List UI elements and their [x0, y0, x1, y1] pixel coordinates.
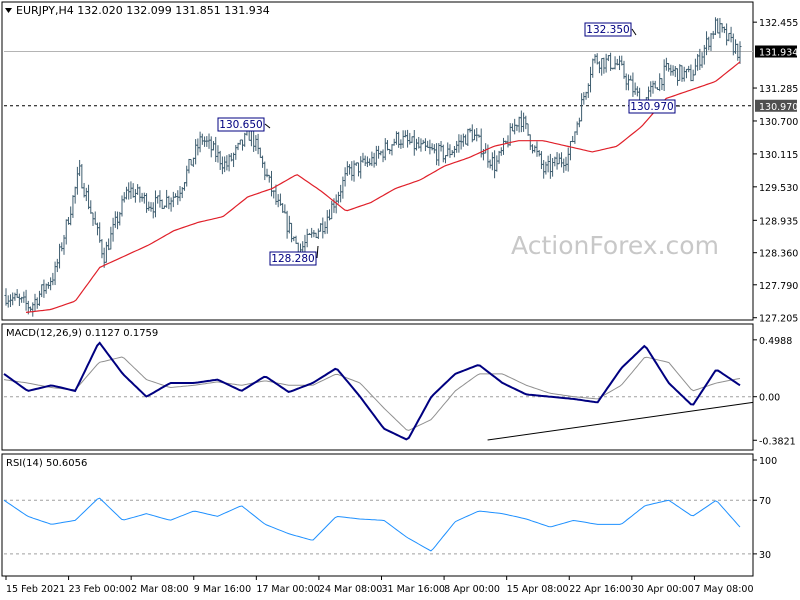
- rsi-label: RSI(14) 50.6056: [6, 458, 87, 469]
- annotation-label: 132.350: [586, 24, 629, 36]
- rsi-ytick-label: 100: [759, 456, 777, 467]
- price-ytick-label: 129.530: [759, 183, 798, 194]
- price-ytick-label: 130.115: [759, 150, 798, 161]
- rsi-ytick-label: 30: [759, 550, 771, 561]
- annotation-box: [628, 99, 676, 114]
- annotation-box: [217, 117, 265, 132]
- moving-average-line: [25, 61, 741, 313]
- price-annotation: 130.650: [217, 117, 271, 132]
- rsi-ytick-label: 70: [759, 496, 771, 507]
- price-ytick-label: 130.700: [759, 117, 798, 128]
- macd-ytick-label: 0.00: [759, 393, 780, 404]
- current-price-tag: [755, 45, 797, 58]
- macd-panel: [1, 323, 754, 451]
- annotation-leader-line: [631, 28, 637, 36]
- macd-ytick-label: 0.4988: [759, 336, 792, 347]
- price-bar: [738, 41, 742, 64]
- price-annotation: 130.970: [628, 99, 680, 114]
- annotation-label: 128.280: [271, 253, 314, 265]
- time-tick-label: 17 Mar 00:00: [256, 584, 319, 595]
- macd-signal-line: [3, 356, 741, 431]
- level-price-tag: [755, 99, 797, 112]
- price-ytick-label: 132.455: [759, 18, 798, 29]
- macd-ytick-label: -0.3821: [759, 436, 796, 447]
- annotation-leader-line: [264, 123, 271, 129]
- price-panel: [1, 1, 754, 321]
- time-tick-label: 15 Feb 2021: [6, 584, 65, 595]
- annotation-box: [584, 22, 632, 37]
- macd-trendline: [487, 401, 754, 441]
- price-annotation: 132.350: [584, 22, 637, 37]
- macd-layer: [3, 341, 754, 441]
- time-tick-label: 7 May 08:00: [694, 584, 753, 595]
- watermark-text: ActionForex.com: [511, 231, 719, 260]
- time-tick-label: 15 Apr 08:00: [507, 584, 569, 595]
- annotation-label: 130.970: [630, 101, 673, 113]
- time-tick-label: 9 Mar 16:00: [194, 584, 251, 595]
- price-ytick-label: 127.205: [759, 314, 798, 325]
- rsi-layer: [3, 497, 753, 555]
- price-layer: 130.650 128.280 132.350 130.970: [4, 17, 753, 317]
- time-tick-label: 22 Apr 16:00: [569, 584, 631, 595]
- annotation-leader-line: [316, 245, 319, 259]
- price-header: EURJPY,H4 132.020 132.099 131.851 131.93…: [16, 4, 270, 17]
- macd-main-line: [3, 341, 741, 441]
- price-ytick-label: 131.285: [759, 84, 798, 95]
- axis-layer: 132.455 131.934 131.285 130.970 130.700 130.1…: [5, 18, 798, 595]
- level-price-label: 130.970: [759, 102, 798, 113]
- rsi-line: [3, 497, 741, 552]
- price-annotation: 128.280: [269, 245, 319, 266]
- price-ytick-label: 128.935: [759, 216, 798, 227]
- time-tick-label: 30 Apr 00:00: [632, 584, 694, 595]
- time-tick-label: 8 Apr 00:00: [444, 584, 500, 595]
- annotation-label: 130.650: [219, 119, 262, 131]
- macd-label: MACD(12,26,9) 0.1127 0.1759: [6, 328, 158, 339]
- time-tick-label: 23 Feb 00:00: [69, 584, 131, 595]
- time-tick-label: 2 Mar 08:00: [131, 584, 188, 595]
- time-tick-label: 31 Mar 16:00: [382, 584, 445, 595]
- price-ytick-label: 127.790: [759, 281, 798, 292]
- collapse-triangle-icon[interactable]: [5, 8, 12, 13]
- price-ytick-label: 128.360: [759, 249, 798, 260]
- annotation-box: [269, 251, 317, 266]
- current-price-label: 131.934: [759, 47, 798, 58]
- rsi-panel: [1, 453, 754, 577]
- time-tick-label: 24 Mar 08:00: [319, 584, 382, 595]
